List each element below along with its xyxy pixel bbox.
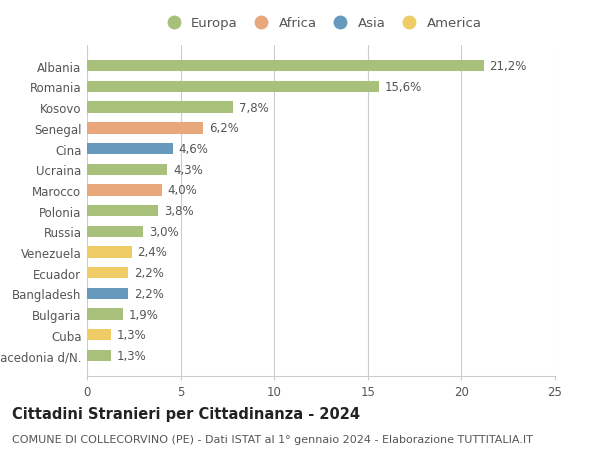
Text: 6,2%: 6,2% [209, 122, 239, 135]
Bar [87, 61, 484, 72]
Bar [87, 226, 143, 237]
Text: 4,0%: 4,0% [167, 184, 197, 197]
Bar [87, 268, 128, 279]
Bar [87, 164, 167, 175]
Bar [87, 82, 379, 93]
Text: 7,8%: 7,8% [239, 101, 268, 114]
Text: 3,0%: 3,0% [149, 225, 178, 238]
Text: 2,4%: 2,4% [137, 246, 167, 259]
Legend: Europa, Africa, Asia, America: Europa, Africa, Asia, America [158, 15, 484, 33]
Text: Cittadini Stranieri per Cittadinanza - 2024: Cittadini Stranieri per Cittadinanza - 2… [12, 406, 360, 421]
Text: 3,8%: 3,8% [164, 205, 193, 218]
Bar [87, 144, 173, 155]
Text: 1,9%: 1,9% [128, 308, 158, 321]
Bar [87, 247, 132, 258]
Bar [87, 123, 203, 134]
Text: 1,3%: 1,3% [117, 329, 147, 341]
Text: COMUNE DI COLLECORVINO (PE) - Dati ISTAT al 1° gennaio 2024 - Elaborazione TUTTI: COMUNE DI COLLECORVINO (PE) - Dati ISTAT… [12, 434, 533, 444]
Bar [87, 102, 233, 113]
Bar [87, 350, 112, 361]
Text: 4,3%: 4,3% [173, 163, 203, 176]
Text: 4,6%: 4,6% [179, 143, 209, 156]
Text: 15,6%: 15,6% [385, 81, 422, 94]
Bar [87, 185, 162, 196]
Bar [87, 309, 122, 320]
Text: 1,3%: 1,3% [117, 349, 147, 362]
Bar [87, 206, 158, 217]
Text: 2,2%: 2,2% [134, 287, 164, 300]
Text: 2,2%: 2,2% [134, 267, 164, 280]
Text: 21,2%: 21,2% [490, 60, 527, 73]
Bar [87, 288, 128, 299]
Bar [87, 330, 112, 341]
